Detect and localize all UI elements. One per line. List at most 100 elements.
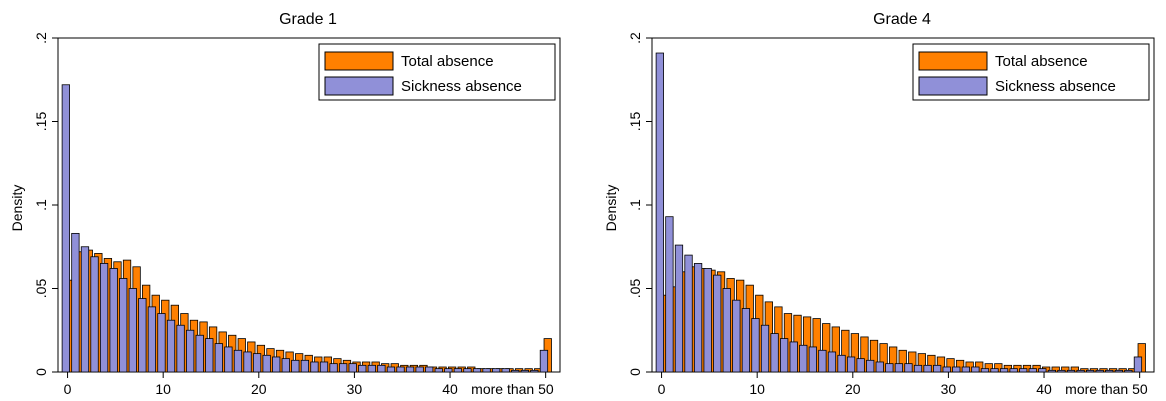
bar-sickness-34 [386,366,396,373]
bar-sickness-21 [262,354,271,373]
x-tick-label: 10 [749,381,765,397]
bar-sickness-11 [166,319,176,373]
x-axis: 0 10 20 30 40 more than 50 [658,372,1148,397]
bar-sickness-48 [520,369,529,373]
y-tick-label: .1 [627,199,643,211]
bar-sickness-42 [463,368,472,373]
bar-sickness-38 [1019,368,1028,373]
legend-swatch-sickness [324,76,394,96]
bar-sickness-13 [780,338,789,373]
bar-sickness-35 [396,366,405,373]
bar-sickness-49 [530,369,539,373]
bar-sickness-48 [1114,369,1123,373]
bar-sickness-43 [472,368,482,373]
y-tick-label: 0 [33,368,49,376]
x-tick-label: 0 [658,381,666,397]
x-tick-label: 30 [941,381,957,397]
bar-sickness-7 [722,288,731,373]
bar-sickness-29 [933,364,942,373]
bar-sickness-50 [1133,356,1143,373]
bar-sickness-6 [119,278,128,373]
bar-sickness-6 [713,274,722,373]
bar-sickness-44 [1076,369,1085,373]
bar-sickness-45 [1086,369,1095,373]
bars [61,84,552,373]
bar-sickness-3 [90,256,99,373]
y-tick-label: .2 [627,32,643,44]
bar-sickness-28 [329,363,338,373]
bar-sickness-23 [875,361,884,373]
bar-sickness-5 [703,268,712,373]
y-axis-title: Density [603,185,619,232]
x-tick-label: more than 50 [471,381,554,397]
bar-sickness-10 [751,318,760,373]
bar-sickness-9 [147,306,157,373]
bar-sickness-30 [348,363,357,373]
legend-swatch-total [324,51,394,71]
bar-sickness-26 [904,363,913,373]
legend-label-total: Total absence [401,53,494,70]
bar-sickness-31 [358,364,367,373]
bar-sickness-23 [281,358,290,373]
bar-sickness-0 [655,52,664,373]
bar-sickness-24 [291,359,300,373]
bar-sickness-25 [894,363,904,373]
bar-sickness-34 [980,368,990,373]
bar-sickness-14 [789,341,798,373]
x-tick-label: 30 [347,381,363,397]
bar-sickness-43 [1066,369,1076,373]
bar-sickness-30 [942,366,951,373]
panel-title: Grade 4 [873,11,931,28]
legend-swatch-total [918,51,988,71]
bar-sickness-33 [971,366,980,373]
bar-sickness-18 [827,351,837,373]
x-axis: 0 10 20 30 40 more than 50 [64,372,554,397]
x-tick-label: 40 [442,381,458,397]
bar-sickness-10 [157,313,166,373]
legend: Total absence Sickness absence [318,43,556,101]
bar-sickness-2 [674,244,684,373]
bar-sickness-14 [195,334,204,373]
legend-label-sickness: Sickness absence [401,78,522,95]
bar-sickness-36 [999,368,1009,373]
y-tick-label: .05 [33,279,49,299]
bar-sickness-38 [425,366,434,373]
bar-sickness-37 [415,366,424,373]
bar-sickness-16 [214,343,223,373]
legend: Total absence Sickness absence [912,43,1150,101]
bar-sickness-5 [109,268,118,373]
bar-sickness-27 [319,361,329,373]
bar-sickness-27 [913,364,923,373]
bar-sickness-4 [693,263,703,373]
bar-sickness-11 [760,324,770,373]
bar-sickness-1 [665,216,674,373]
bar-sickness-3 [684,254,693,373]
bar-sickness-49 [1124,369,1133,373]
y-tick-label: .05 [627,279,643,299]
y-tick-label: .1 [33,199,49,211]
bar-sickness-36 [405,366,415,373]
bar-sickness-17 [224,346,233,373]
bar-sickness-40 [1038,368,1047,373]
x-tick-label: more than 50 [1065,381,1148,397]
legend-label-total: Total absence [995,53,1088,70]
bar-sickness-20 [846,356,856,373]
x-tick-label: 20 [845,381,861,397]
y-tick-label: .15 [33,112,49,132]
y-tick-label: .15 [627,112,643,132]
bar-sickness-47 [1105,369,1114,373]
bar-sickness-39 [1028,368,1037,373]
bar-sickness-47 [511,369,520,373]
bar-sickness-33 [377,364,386,373]
bar-sickness-18 [233,349,243,373]
y-axis: 0 .05 .1 .15 .2 [627,32,652,376]
bar-sickness-24 [885,363,894,373]
bar-sickness-0 [61,84,70,373]
bar-sickness-42 [1057,369,1066,373]
legend-swatch-sickness [918,76,988,96]
bar-sickness-9 [741,308,751,373]
bar-sickness-19 [243,351,252,373]
bar-sickness-31 [952,366,961,373]
bar-sickness-22 [272,356,281,373]
bar-sickness-19 [837,354,846,373]
